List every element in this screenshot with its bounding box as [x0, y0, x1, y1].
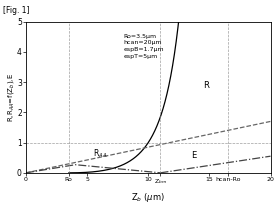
- Text: R: R: [203, 81, 209, 90]
- Text: Ro=3.5μm
hcan=20μm
espB=1.7μm
espT=5μm: Ro=3.5μm hcan=20μm espB=1.7μm espT=5μm: [124, 34, 164, 59]
- X-axis label: Z$_b$ ($\mu$m): Z$_b$ ($\mu$m): [131, 192, 165, 205]
- Y-axis label: R,R$_{AA}$=f(Z$_b$),E: R,R$_{AA}$=f(Z$_b$),E: [6, 73, 16, 122]
- Text: E: E: [191, 151, 196, 160]
- Text: [Fig. 1]: [Fig. 1]: [3, 6, 29, 15]
- Text: R$_{AA}$: R$_{AA}$: [93, 147, 108, 160]
